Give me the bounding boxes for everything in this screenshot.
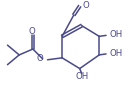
Text: OH: OH (109, 49, 122, 58)
Text: O: O (37, 54, 44, 63)
Text: O: O (83, 1, 89, 10)
Text: OH: OH (109, 30, 122, 39)
Text: O: O (29, 27, 35, 36)
Text: OH: OH (75, 72, 88, 81)
